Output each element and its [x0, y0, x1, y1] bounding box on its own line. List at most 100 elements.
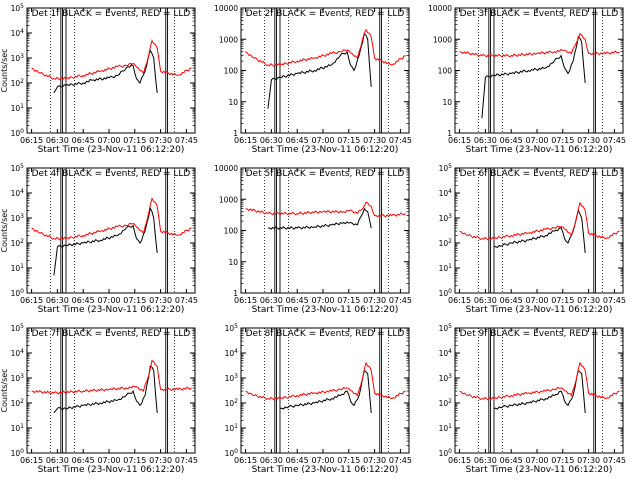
- panel-title: Det 2f BLACK = Events, RED = LLD: [246, 9, 405, 19]
- y-tick-label: 104: [11, 188, 25, 198]
- x-tick-label: 06:45: [500, 296, 523, 305]
- x-tick-label: 07:30: [149, 456, 172, 465]
- x-tick-label: 07:00: [97, 456, 120, 465]
- x-tick-label: 07:15: [551, 456, 574, 465]
- x-tick-label: 07:15: [123, 296, 146, 305]
- series-line-events: [53, 365, 158, 414]
- x-tick-label: 06:45: [286, 136, 309, 145]
- series-line-events: [267, 207, 372, 230]
- plot-frame: [240, 7, 410, 134]
- y-tick-label: 101: [11, 103, 25, 113]
- panel-title: Det 5f BLACK = Events, RED = LLD: [246, 169, 405, 179]
- x-tick-label: 07:00: [525, 296, 548, 305]
- y-tick-label: 103: [225, 373, 239, 383]
- x-axis-label: Start Time (23-Nov-11 06:12:20): [466, 465, 613, 475]
- x-tick-label: 06:30: [260, 456, 283, 465]
- x-tick-label: 06:30: [46, 136, 69, 145]
- y-tick-label: 100: [11, 288, 25, 298]
- x-tick-label: 06:30: [46, 296, 69, 305]
- y-tick-label: 10: [228, 258, 238, 267]
- series-line-events: [493, 369, 586, 413]
- x-tick-label: 06:45: [72, 136, 95, 145]
- x-tick-label: 07:45: [603, 136, 626, 145]
- y-tick-label: 103: [11, 373, 25, 383]
- x-tick-label: 07:00: [525, 136, 548, 145]
- y-tick-label: 104: [439, 348, 453, 358]
- y-tick-label: 102: [11, 78, 25, 88]
- series-line-events: [53, 49, 158, 94]
- x-tick-label: 06:45: [72, 296, 95, 305]
- x-tick-label: 07:30: [577, 136, 600, 145]
- x-tick-label: 06:15: [448, 136, 471, 145]
- panel-title: Det 3f BLACK = Events, RED = LLD: [460, 9, 619, 19]
- y-tick-label: 100: [439, 448, 453, 458]
- y-tick-label: 1000: [219, 35, 238, 44]
- y-tick-label: 101: [11, 423, 25, 433]
- series-line-events: [279, 369, 372, 413]
- x-tick-label: 07:45: [175, 296, 198, 305]
- x-tick-label: 07:15: [337, 456, 360, 465]
- y-tick-label: 102: [439, 238, 453, 248]
- y-tick-label: 104: [439, 188, 453, 198]
- x-axis-label: Start Time (23-Nov-11 06:12:20): [38, 145, 185, 155]
- y-tick-label: 105: [11, 3, 25, 13]
- x-tick-label: 07:00: [97, 296, 120, 305]
- y-tick-label: 100: [438, 67, 453, 76]
- x-tick-label: 06:45: [500, 456, 523, 465]
- series-line-lld: [245, 361, 406, 401]
- x-tick-label: 06:45: [286, 456, 309, 465]
- y-tick-label: 10000: [214, 164, 238, 173]
- x-tick-label: 07:30: [363, 296, 386, 305]
- x-tick-label: 06:15: [234, 456, 257, 465]
- x-tick-label: 06:30: [474, 296, 497, 305]
- x-tick-label: 07:00: [311, 296, 334, 305]
- panel-title: Det 1f BLACK = Events, RED = LLD: [32, 9, 191, 19]
- plot-frame: [454, 327, 624, 454]
- series-line-events: [493, 209, 586, 253]
- y-tick-label: 105: [439, 323, 453, 333]
- panel-title: Det 9f BLACK = Events, RED = LLD: [460, 329, 619, 339]
- y-tick-label: 1: [447, 129, 452, 138]
- y-tick-label: 104: [11, 348, 25, 358]
- x-tick-label: 06:30: [474, 456, 497, 465]
- panel-det-2: Det 2f BLACK = Events, RED = LLD 06:15 06:…: [214, 4, 412, 155]
- y-tick-label: 104: [11, 28, 25, 38]
- x-tick-label: 07:00: [311, 456, 334, 465]
- y-tick-label: 102: [11, 398, 25, 408]
- x-tick-label: 07:45: [389, 456, 412, 465]
- x-axis-label: Start Time (23-Nov-11 06:12:20): [252, 305, 399, 315]
- y-tick-label: 101: [225, 423, 239, 433]
- y-axis-label: Counts/sec: [0, 48, 9, 92]
- x-tick-label: 07:30: [149, 136, 172, 145]
- x-tick-label: 07:30: [363, 136, 386, 145]
- y-tick-label: 100: [224, 67, 239, 76]
- plot-frame: [26, 167, 196, 294]
- x-tick-label: 07:30: [363, 456, 386, 465]
- x-tick-label: 06:30: [260, 296, 283, 305]
- y-tick-label: 103: [439, 213, 453, 223]
- y-axis-label: Counts/sec: [0, 368, 9, 412]
- x-tick-label: 06:15: [20, 456, 43, 465]
- plot-frame: [26, 327, 196, 454]
- x-tick-label: 06:15: [234, 136, 257, 145]
- y-tick-label: 102: [11, 238, 25, 248]
- y-tick-label: 1: [233, 289, 238, 298]
- x-tick-label: 07:30: [577, 296, 600, 305]
- y-tick-label: 100: [439, 288, 453, 298]
- y-tick-label: 100: [11, 128, 25, 138]
- x-tick-label: 07:45: [389, 136, 412, 145]
- y-tick-label: 101: [439, 263, 453, 273]
- plot-frame: [240, 327, 410, 454]
- y-tick-label: 1: [233, 129, 238, 138]
- series-line-lld: [459, 32, 620, 58]
- x-tick-label: 06:45: [286, 296, 309, 305]
- x-tick-label: 06:15: [448, 296, 471, 305]
- y-tick-label: 102: [439, 398, 453, 408]
- y-tick-label: 104: [225, 348, 239, 358]
- x-tick-label: 07:15: [337, 136, 360, 145]
- x-tick-label: 07:15: [551, 136, 574, 145]
